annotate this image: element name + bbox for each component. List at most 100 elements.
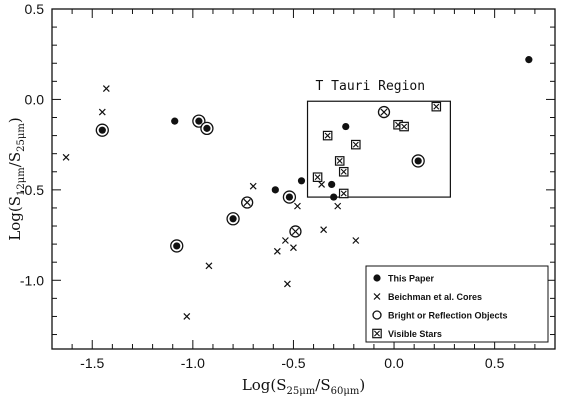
marker-dot bbox=[203, 124, 211, 132]
data-point bbox=[170, 239, 184, 253]
marker-stroke bbox=[290, 244, 297, 252]
data-point bbox=[95, 123, 109, 137]
marker-stroke bbox=[294, 202, 301, 210]
data-point bbox=[205, 262, 213, 270]
marker-stroke bbox=[433, 103, 440, 110]
legend-label: This Paper bbox=[388, 274, 435, 284]
y-axis-label: Log(S12μm/S25μm) bbox=[6, 117, 27, 240]
marker-stroke bbox=[380, 108, 388, 116]
data-point bbox=[294, 202, 301, 210]
legend-marker bbox=[372, 328, 382, 339]
legend-item: Bright or Reflection Objects bbox=[372, 310, 508, 321]
data-point bbox=[200, 121, 214, 136]
marker-dot bbox=[285, 193, 294, 201]
data-point bbox=[328, 180, 336, 189]
legend: This Paper Beichman et al. Cores Bright or… bbox=[365, 265, 549, 343]
axis-ticks bbox=[51, 8, 556, 349]
y-tick-label: -1.0 bbox=[20, 272, 44, 288]
tick-labels: -1.5 -1.0 -0.5 0.0 0.5 0.5 0.0 -0.5 -1.0 bbox=[20, 1, 505, 371]
legend-label: Beichman et al. Cores bbox=[388, 292, 482, 302]
legend-marker bbox=[373, 274, 381, 282]
y-tick-label: 0.0 bbox=[25, 91, 45, 107]
marker-dot bbox=[328, 180, 336, 189]
x-tick-label: -1.0 bbox=[181, 355, 205, 371]
series-x bbox=[62, 85, 360, 320]
marker-stroke bbox=[374, 330, 380, 337]
marker-stroke bbox=[281, 237, 289, 244]
marker-stroke bbox=[352, 237, 360, 244]
marker-stroke bbox=[334, 202, 342, 210]
marker-dot bbox=[171, 117, 179, 125]
data-point bbox=[297, 177, 306, 185]
marker-stroke bbox=[249, 182, 257, 190]
series-open-circle-x bbox=[241, 105, 391, 238]
data-point bbox=[338, 166, 349, 177]
legend-marker bbox=[373, 293, 381, 300]
marker-stroke bbox=[102, 85, 110, 92]
data-point bbox=[351, 139, 361, 150]
data-point bbox=[226, 212, 240, 226]
legend-item: This Paper bbox=[373, 274, 435, 284]
marker-dot bbox=[525, 56, 533, 64]
legend-box bbox=[365, 265, 549, 343]
data-point bbox=[273, 247, 281, 255]
data-point bbox=[352, 237, 360, 244]
data-point bbox=[318, 181, 326, 188]
data-point bbox=[62, 153, 70, 161]
legend-item: Beichman et al. Cores bbox=[373, 292, 482, 302]
y-tick-label: -0.5 bbox=[20, 182, 44, 198]
marker-stroke bbox=[183, 313, 191, 320]
marker-dot bbox=[342, 122, 350, 131]
data-point bbox=[411, 154, 425, 168]
marker-dot bbox=[271, 186, 279, 194]
data-point bbox=[290, 244, 297, 252]
marker-dot bbox=[373, 274, 381, 282]
data-point bbox=[334, 156, 345, 166]
data-point bbox=[320, 226, 328, 234]
plot-frame bbox=[51, 8, 556, 350]
marker-stroke bbox=[340, 168, 347, 175]
data-point bbox=[249, 182, 257, 190]
marker-stroke bbox=[98, 108, 106, 116]
marker-dot bbox=[229, 215, 237, 223]
legend-label: Bright or Reflection Objects bbox=[388, 311, 508, 321]
marker-stroke bbox=[243, 198, 251, 207]
data-point bbox=[183, 313, 191, 320]
marker-stroke bbox=[336, 157, 343, 164]
data-point bbox=[281, 237, 289, 244]
data-point bbox=[525, 56, 533, 64]
marker-stroke bbox=[291, 227, 300, 236]
legend-item: Visible Stars bbox=[372, 328, 442, 339]
data-point bbox=[399, 121, 409, 132]
marker-stroke bbox=[320, 226, 328, 234]
x-axis-label: Log(S25μm/S60μm) bbox=[242, 376, 365, 397]
data-point bbox=[171, 117, 179, 125]
marker-dot bbox=[297, 177, 306, 185]
marker-stroke bbox=[283, 280, 291, 288]
series-filled-circle bbox=[95, 56, 533, 253]
data-point bbox=[282, 190, 297, 204]
data-point bbox=[338, 188, 349, 199]
data-point bbox=[334, 202, 342, 210]
data-point bbox=[192, 114, 206, 128]
marker-stroke bbox=[324, 132, 331, 139]
marker-stroke bbox=[318, 181, 326, 188]
data-point bbox=[289, 225, 302, 238]
marker-dot bbox=[173, 242, 181, 250]
data-point bbox=[330, 193, 338, 201]
t-tauri-region-box bbox=[306, 100, 451, 198]
marker-stroke bbox=[205, 262, 213, 270]
data-point bbox=[322, 130, 333, 141]
marker-stroke bbox=[314, 174, 321, 181]
data-points bbox=[62, 56, 533, 320]
legend-label: Visible Stars bbox=[388, 329, 442, 339]
data-point bbox=[102, 85, 110, 92]
series-square-x bbox=[312, 101, 442, 199]
x-tick-label: -0.5 bbox=[281, 355, 305, 371]
y-tick-label: 0.5 bbox=[25, 1, 45, 17]
legend-marker bbox=[372, 310, 382, 320]
marker-dot bbox=[414, 157, 422, 165]
marker-dot bbox=[330, 193, 338, 201]
marker-stroke bbox=[373, 293, 381, 300]
